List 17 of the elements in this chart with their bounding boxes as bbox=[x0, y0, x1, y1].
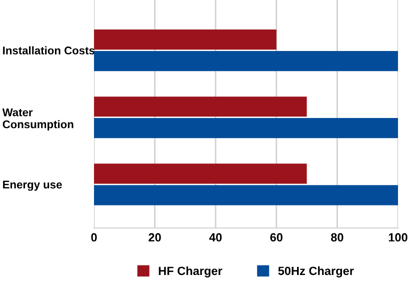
x-tick-label: 40 bbox=[209, 233, 222, 242]
bar bbox=[94, 164, 307, 184]
x-tick-label: 0 bbox=[91, 233, 97, 242]
legend-label: 50Hz Charger bbox=[278, 266, 354, 278]
y-tick-label: Water Consumption bbox=[2, 108, 74, 130]
bar bbox=[94, 118, 398, 138]
bar bbox=[94, 50, 398, 72]
x-tick-label: 60 bbox=[270, 233, 282, 242]
bar bbox=[94, 30, 276, 50]
y-tick-label: Energy use bbox=[3, 180, 62, 191]
x-tick-label: 20 bbox=[148, 233, 161, 242]
x-tick-label: 80 bbox=[331, 233, 344, 242]
bar bbox=[94, 185, 398, 206]
bar bbox=[94, 96, 307, 117]
x-tick-label: 100 bbox=[388, 233, 408, 242]
y-tick-label: Installation Costs bbox=[3, 46, 94, 54]
legend-label: HF Charger bbox=[158, 266, 222, 278]
